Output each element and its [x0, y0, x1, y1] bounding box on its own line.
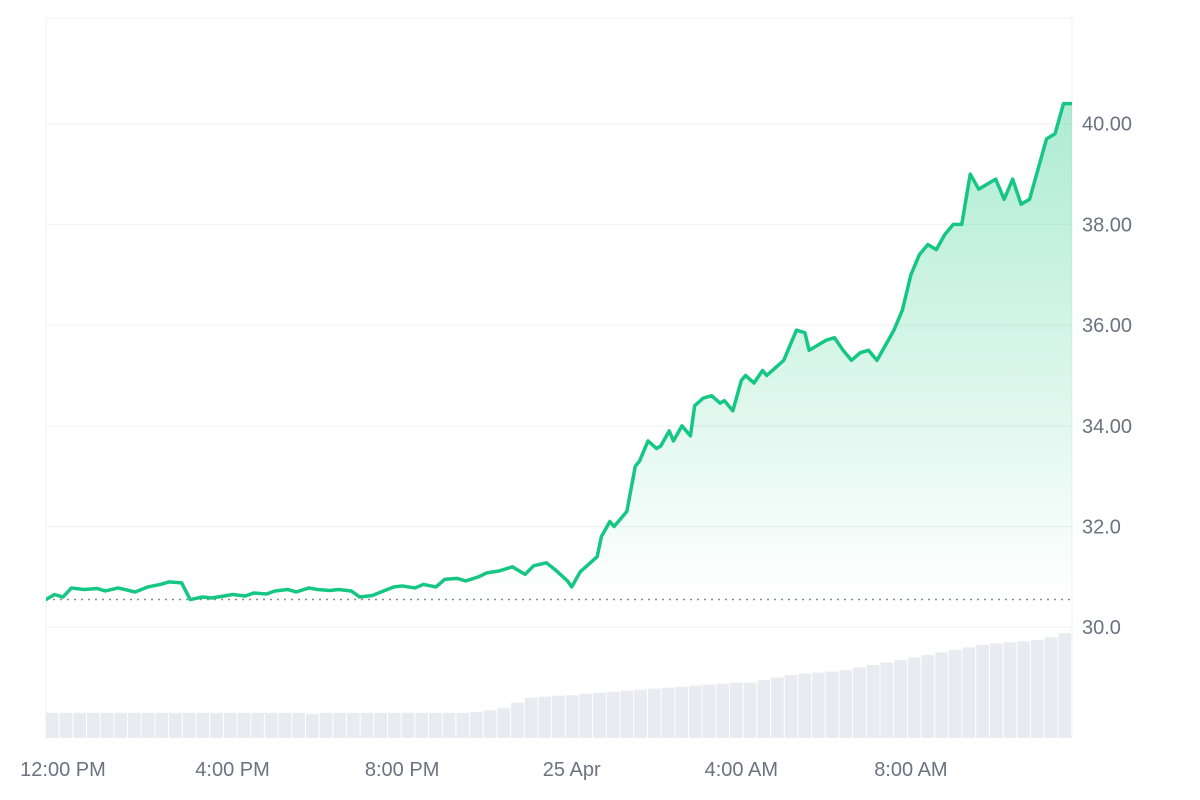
- y-axis-labels: 40.00 38.00 36.00 34.00 32.0 30.0: [1082, 114, 1132, 639]
- volume-bar: [415, 712, 429, 738]
- volume-bar: [962, 647, 976, 738]
- volume-bar: [319, 712, 333, 738]
- volume-bar: [251, 712, 264, 738]
- volume-bar: [1030, 639, 1044, 738]
- volume-bar: [374, 712, 387, 738]
- y-tick-label: 32.0: [1082, 517, 1121, 539]
- volume-bar: [593, 692, 606, 738]
- volume-bar: [825, 671, 839, 738]
- volume-bar: [73, 712, 87, 738]
- volume-bar: [661, 687, 675, 738]
- volume-bar: [210, 712, 223, 738]
- x-tick-label: 8:00 PM: [365, 759, 439, 781]
- volume-bar: [346, 712, 360, 738]
- volume-bar: [812, 672, 825, 738]
- volume-bar: [223, 712, 237, 738]
- x-axis-labels: 12:00 PM 4:00 PM 8:00 PM 25 Apr 4:00 AM 8:00 …: [20, 759, 947, 781]
- volume-bar: [1003, 642, 1017, 738]
- volume-bar: [511, 702, 524, 738]
- volume-bar: [771, 677, 784, 738]
- volume-bar: [524, 697, 538, 738]
- volume-bar: [606, 691, 620, 738]
- volume-bar: [634, 689, 647, 738]
- volume-bar: [237, 712, 251, 738]
- volume-bar: [196, 712, 210, 738]
- volume-bar: [59, 712, 73, 738]
- volume-bar: [114, 712, 128, 738]
- volume-bar: [360, 712, 374, 738]
- volume-bar: [894, 659, 907, 738]
- volume-bar: [429, 712, 442, 738]
- volume-bar: [565, 695, 579, 738]
- volume-bar: [169, 712, 182, 738]
- volume-bar: [401, 712, 415, 738]
- volume-bar: [730, 682, 743, 738]
- volume-bar: [880, 662, 894, 738]
- volume-bar: [620, 690, 634, 738]
- volume-bar: [784, 675, 798, 738]
- volume-bar: [907, 657, 921, 738]
- volume-bar: [948, 649, 962, 738]
- volume-bar: [716, 683, 729, 738]
- x-tick-label: 12:00 PM: [20, 759, 106, 781]
- volume-bar: [1058, 633, 1071, 738]
- volume-bar: [442, 712, 456, 738]
- x-tick-label: 25 Apr: [543, 759, 601, 781]
- y-tick-label: 38.00: [1082, 214, 1132, 236]
- volume-bar: [866, 664, 880, 738]
- volume-bar: [702, 684, 716, 738]
- volume-bar: [538, 696, 552, 738]
- volume-bars: [46, 633, 1071, 738]
- volume-bar: [798, 673, 812, 738]
- volume-bar: [688, 685, 702, 738]
- volume-bar: [757, 680, 771, 738]
- x-tick-label: 8:00 AM: [874, 759, 947, 781]
- volume-bar: [743, 682, 757, 738]
- volume-bar: [976, 644, 989, 738]
- volume-bar: [141, 712, 155, 738]
- grid-lines: [46, 123, 1072, 628]
- volume-bar: [128, 712, 141, 738]
- volume-bar: [483, 710, 497, 738]
- volume-bar: [1044, 637, 1058, 738]
- volume-bar: [579, 693, 593, 738]
- volume-bar: [989, 643, 1003, 738]
- volume-bar: [839, 670, 853, 738]
- volume-bar: [935, 652, 948, 738]
- x-tick-label: 4:00 AM: [705, 759, 778, 781]
- volume-bar: [182, 712, 196, 738]
- y-tick-label: 30.0: [1082, 617, 1121, 639]
- volume-bar: [1017, 641, 1030, 738]
- volume-bar: [470, 711, 483, 738]
- price-line: [46, 101, 1072, 602]
- volume-bar: [675, 686, 688, 738]
- volume-bar: [388, 712, 401, 738]
- volume-bar: [87, 712, 100, 738]
- volume-bar: [647, 688, 661, 738]
- y-tick-label: 36.00: [1082, 315, 1132, 337]
- price-area: [46, 103, 1072, 600]
- volume-bar: [552, 695, 565, 738]
- volume-bar: [292, 712, 305, 738]
- volume-bar: [853, 667, 866, 738]
- area-fill: [46, 103, 1072, 600]
- y-tick-label: 34.00: [1082, 416, 1132, 438]
- x-tick-label: 4:00 PM: [195, 759, 269, 781]
- volume-bar: [155, 712, 169, 738]
- y-tick-label: 40.00: [1082, 114, 1132, 136]
- volume-bar: [497, 707, 511, 738]
- volume-bar: [921, 654, 935, 738]
- volume-bar: [46, 712, 59, 738]
- volume-bar: [264, 712, 278, 738]
- volume-bar: [278, 712, 292, 738]
- volume-bar: [305, 713, 319, 738]
- volume-bar: [100, 712, 114, 738]
- volume-bar: [333, 712, 346, 738]
- volume-bar: [456, 712, 470, 738]
- line-segment-up: [46, 101, 1072, 602]
